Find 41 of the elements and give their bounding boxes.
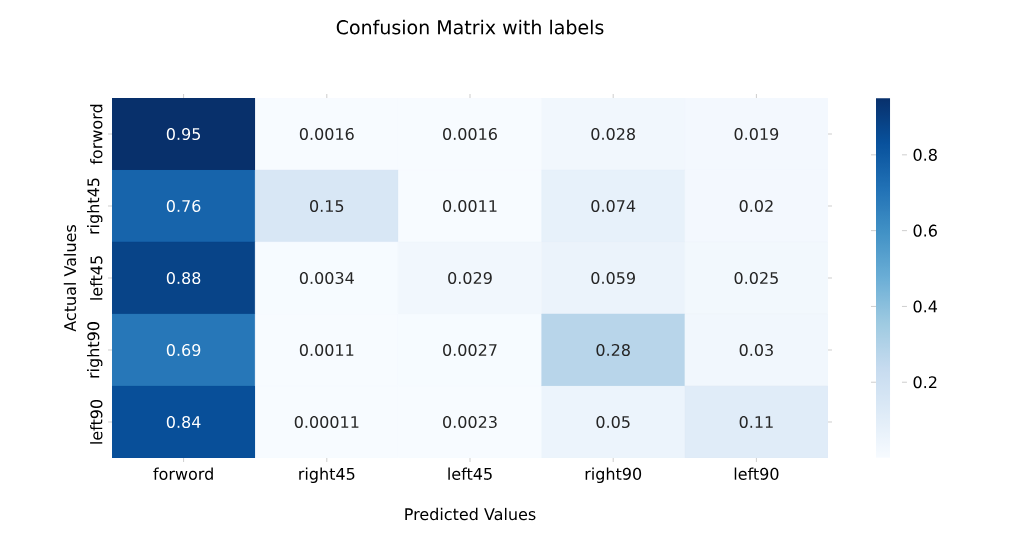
data-label: 0.0027 — [443, 343, 497, 357]
x-tick-label: left90 — [734, 467, 779, 480]
data-label: 0.00011 — [294, 415, 359, 429]
data-label: 0.0023 — [443, 415, 497, 429]
data-label: 0.28 — [596, 343, 630, 357]
data-label: 0.02 — [739, 199, 773, 213]
data-label: 0.84 — [166, 415, 201, 429]
data-label: 0.028 — [591, 127, 635, 141]
data-label: 0.05 — [596, 415, 630, 429]
color-bar-label: 0.2 — [913, 376, 937, 389]
data-label: 0.029 — [448, 271, 492, 285]
data-label: 0.76 — [166, 199, 201, 213]
data-label: 0.11 — [739, 415, 773, 429]
y-tick-label: left45 — [90, 256, 103, 300]
y-tick-label: right90 — [87, 322, 103, 378]
y-tick-label: right45 — [87, 178, 103, 234]
data-label: 0.074 — [591, 199, 636, 213]
color-bar-label: 0.6 — [913, 224, 937, 237]
data-label: 0.15 — [310, 199, 344, 213]
data-label: 0.059 — [591, 271, 635, 285]
x-axis-title: Predicted Values — [405, 507, 536, 521]
chart-title: Confusion Matrix with labels — [336, 19, 604, 35]
data-label: 0.0016 — [443, 127, 497, 141]
data-label: 0.0011 — [443, 199, 497, 213]
data-label: 0.0034 — [299, 271, 354, 285]
x-tick-label: forword — [153, 467, 213, 480]
y-tick-label: forword — [90, 104, 103, 165]
data-label: 0.0011 — [299, 343, 354, 357]
x-tick-label: right45 — [299, 467, 355, 483]
data-label: 0.03 — [739, 343, 773, 357]
x-tick-label: right90 — [585, 467, 642, 483]
color-bar-label: 0.8 — [913, 148, 937, 161]
data-label: 0.0016 — [299, 127, 354, 141]
y-axis-title: Actual Values — [63, 225, 77, 332]
color-bar-label: 0.4 — [913, 300, 938, 313]
y-tick-label: left90 — [90, 399, 103, 444]
x-tick-label: left45 — [448, 467, 492, 480]
data-label: 0.025 — [734, 271, 778, 285]
data-label: 0.019 — [734, 127, 779, 141]
data-label: 0.95 — [166, 127, 201, 141]
data-label: 0.69 — [166, 343, 201, 357]
